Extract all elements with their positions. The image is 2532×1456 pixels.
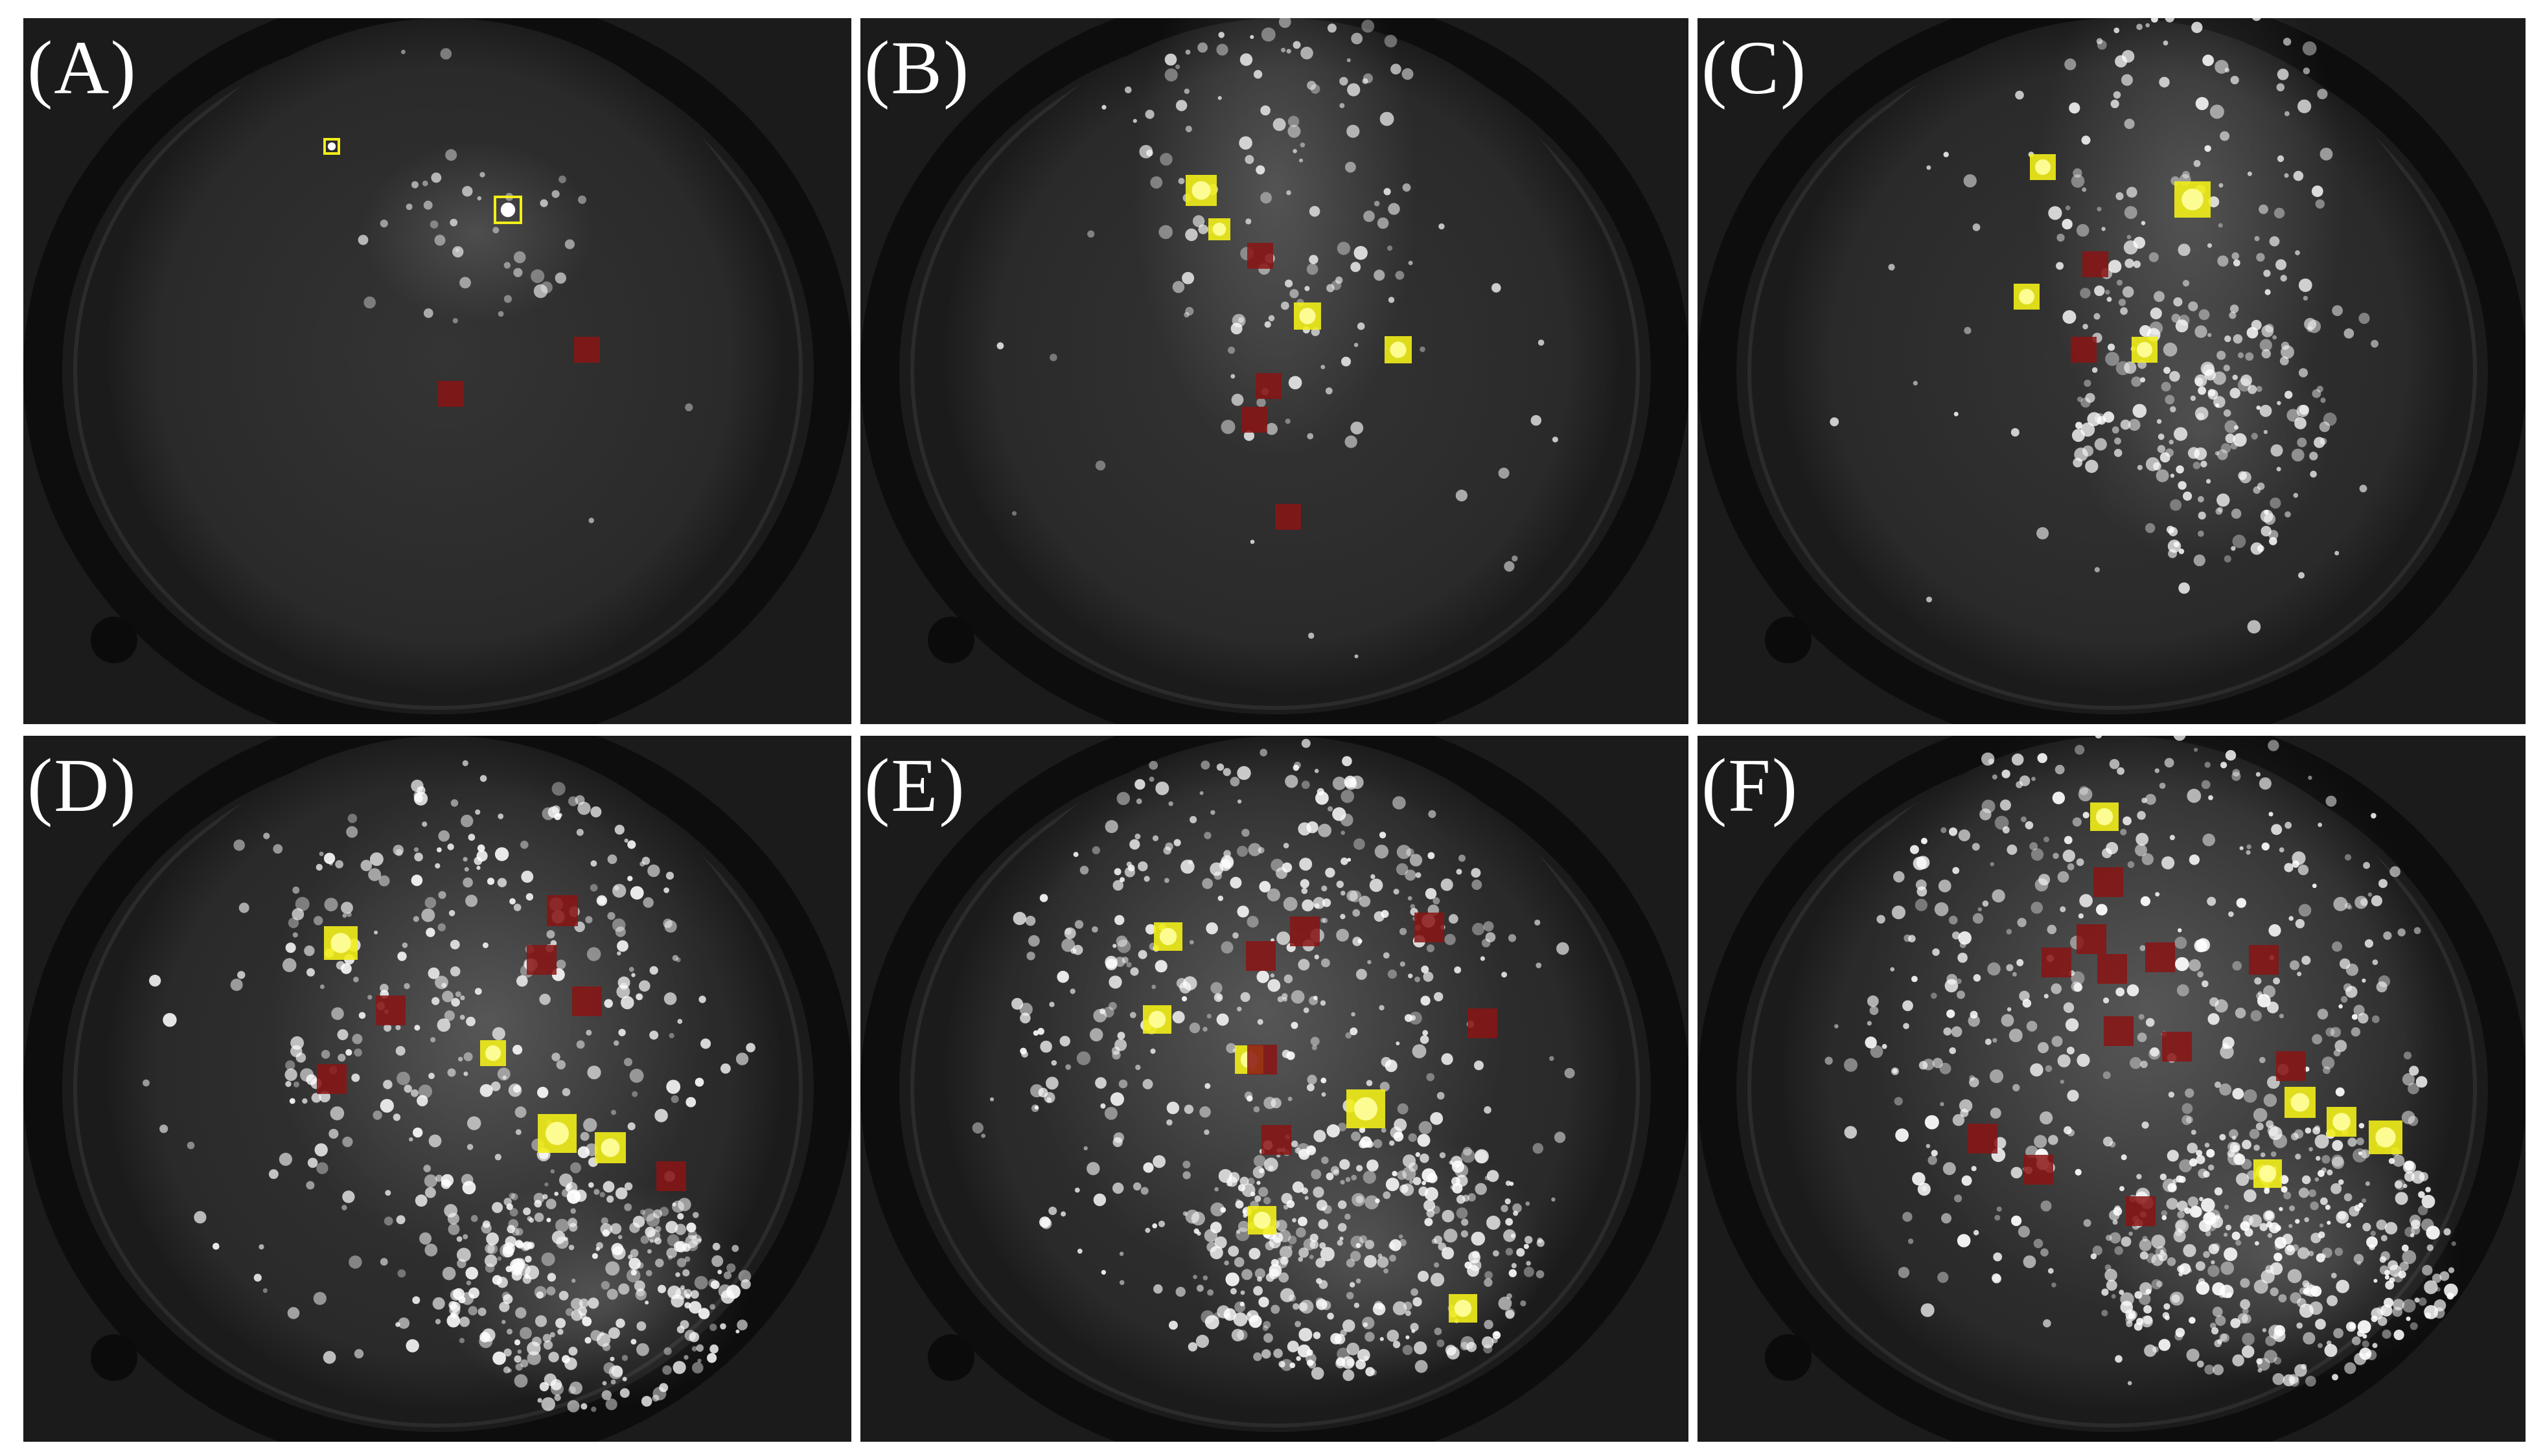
red-marker <box>1290 916 1320 946</box>
red-marker <box>574 337 600 363</box>
panel-f: (F) <box>1698 736 2526 1442</box>
yellow-marker <box>323 138 340 155</box>
panel-d-image <box>23 736 851 1442</box>
red-marker <box>1241 407 1267 433</box>
red-marker <box>2104 1016 2134 1046</box>
red-marker <box>1247 243 1273 269</box>
red-marker <box>2093 867 2123 897</box>
red-marker <box>1261 1125 1291 1155</box>
yellow-marker <box>494 196 522 224</box>
panel-b: (B) <box>860 18 1688 724</box>
panel-f-image <box>1698 736 2526 1442</box>
panel-b-label: (B) <box>864 25 971 110</box>
red-marker <box>1414 913 1444 942</box>
red-marker <box>656 1161 686 1191</box>
panel-e-label: (E) <box>864 743 966 828</box>
panel-a-image <box>23 18 851 724</box>
red-marker <box>438 381 464 407</box>
red-marker <box>2097 954 2127 984</box>
panel-d-label: (D) <box>27 743 137 828</box>
red-marker <box>527 945 557 975</box>
red-marker <box>2249 945 2279 975</box>
panel-c-label: (C) <box>1701 25 1808 110</box>
panel-c: (C) <box>1698 18 2526 724</box>
red-marker <box>1275 504 1301 530</box>
red-marker <box>1247 1045 1277 1075</box>
red-marker <box>1256 373 1282 399</box>
panel-a: (A) <box>23 18 851 724</box>
red-marker <box>2126 1196 2156 1226</box>
red-marker <box>1467 1008 1497 1038</box>
red-marker <box>1968 1124 1997 1154</box>
red-marker <box>2071 337 2097 363</box>
panel-c-image <box>1698 18 2526 724</box>
red-marker <box>2276 1051 2306 1081</box>
red-marker <box>317 1064 347 1094</box>
red-marker <box>2023 1155 2053 1185</box>
panel-d: (D) <box>23 736 851 1442</box>
red-marker <box>2145 942 2175 972</box>
red-marker <box>2077 924 2106 954</box>
red-marker <box>2162 1032 2192 1062</box>
panel-f-label: (F) <box>1701 743 1799 828</box>
red-marker <box>572 986 602 1016</box>
red-marker <box>547 895 578 926</box>
red-marker <box>2042 948 2071 977</box>
red-marker <box>376 995 406 1025</box>
panel-a-label: (A) <box>27 25 137 110</box>
red-marker <box>1246 941 1276 971</box>
panel-e: (E) <box>860 736 1688 1442</box>
panel-e-image <box>860 736 1688 1442</box>
red-marker <box>2082 251 2108 277</box>
panel-b-image <box>860 18 1688 724</box>
